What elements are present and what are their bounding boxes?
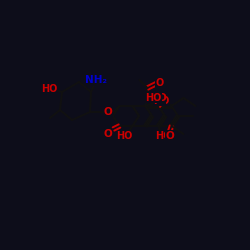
Text: HO: HO: [145, 93, 162, 103]
Text: HO: HO: [155, 131, 172, 141]
Text: HO: HO: [41, 84, 57, 94]
Text: O: O: [165, 131, 174, 141]
Text: O: O: [157, 93, 166, 103]
Text: NH₂: NH₂: [85, 75, 107, 85]
Text: O: O: [104, 107, 112, 117]
Text: HO: HO: [116, 131, 133, 141]
Text: O: O: [156, 78, 164, 88]
Text: HO: HO: [153, 96, 170, 106]
Text: O: O: [103, 129, 112, 139]
